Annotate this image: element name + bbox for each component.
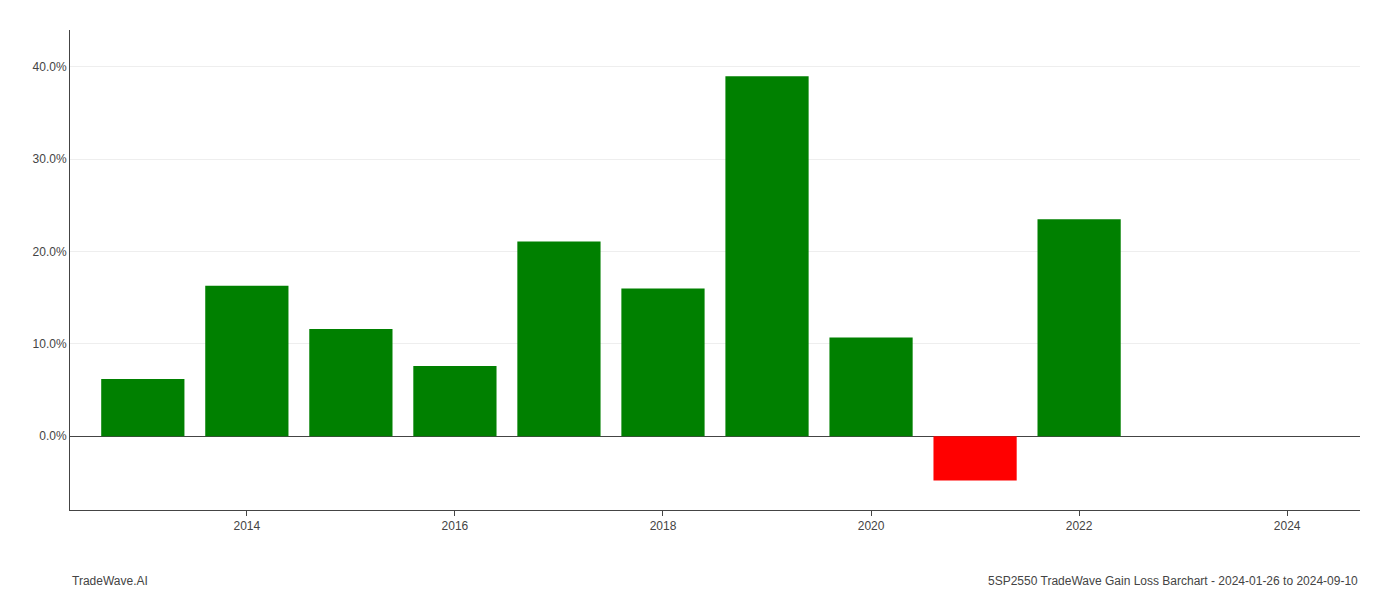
svg-text:30.0%: 30.0% <box>33 152 67 166</box>
svg-text:2020: 2020 <box>858 519 885 533</box>
svg-text:2014: 2014 <box>233 519 260 533</box>
svg-text:0.0%: 0.0% <box>39 429 67 443</box>
svg-text:2016: 2016 <box>442 519 469 533</box>
svg-text:40.0%: 40.0% <box>33 60 67 74</box>
svg-text:2024: 2024 <box>1274 519 1301 533</box>
svg-text:TradeWave.AI: TradeWave.AI <box>72 574 148 588</box>
svg-text:10.0%: 10.0% <box>33 337 67 351</box>
svg-text:5SP2550 TradeWave Gain Loss Ba: 5SP2550 TradeWave Gain Loss Barchart - 2… <box>988 574 1358 588</box>
svg-text:2018: 2018 <box>650 519 677 533</box>
svg-text:2022: 2022 <box>1066 519 1093 533</box>
svg-text:20.0%: 20.0% <box>33 245 67 259</box>
